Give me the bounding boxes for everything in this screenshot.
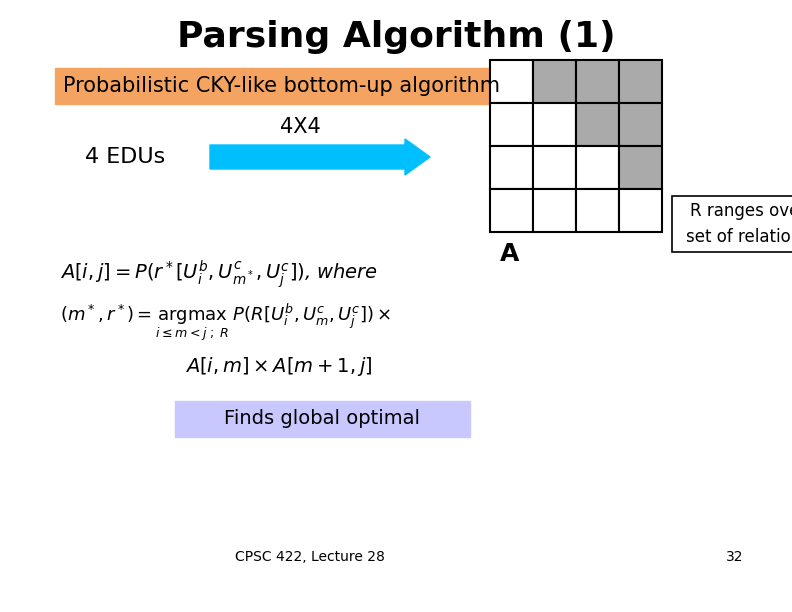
Text: 32: 32 [726, 550, 744, 564]
Bar [533, 189, 576, 232]
FancyArrow shape [210, 139, 430, 175]
Bar [490, 146, 533, 189]
Bar [672, 196, 792, 252]
Text: Parsing Algorithm (1): Parsing Algorithm (1) [177, 20, 615, 54]
Text: $A[i,j] = P(r^*[U_i^b, U_{m^*}^c, U_j^c])$, where: $A[i,j] = P(r^*[U_i^b, U_{m^*}^c, U_j^c]… [60, 258, 378, 290]
Text: $(m^*, r^*) = \underset{i \leq m < j\;;\;R}{\mathrm{argmax}}\; P(R[U_i^b, U_m^c,: $(m^*, r^*) = \underset{i \leq m < j\;;\… [60, 301, 391, 343]
Bar [619, 60, 662, 103]
Text: Finds global optimal: Finds global optimal [224, 409, 421, 428]
Bar [619, 189, 662, 232]
Bar [490, 103, 533, 146]
Bar [619, 146, 662, 189]
Bar [55, 68, 555, 104]
Bar [533, 103, 576, 146]
Text: 4X4: 4X4 [280, 117, 321, 137]
Bar [490, 60, 533, 103]
Bar [576, 146, 619, 189]
Text: A: A [501, 242, 520, 266]
Text: Probabilistic CKY-like bottom-up algorithm: Probabilistic CKY-like bottom-up algorit… [63, 76, 500, 96]
Bar [533, 60, 576, 103]
Bar [490, 189, 533, 232]
Bar [576, 60, 619, 103]
Bar [175, 401, 470, 437]
Text: CPSC 422, Lecture 28: CPSC 422, Lecture 28 [235, 550, 385, 564]
Text: 4 EDUs: 4 EDUs [85, 147, 166, 167]
Bar [619, 103, 662, 146]
Bar [533, 146, 576, 189]
Text: R ranges over
set of relations: R ranges over set of relations [686, 203, 792, 245]
Bar [576, 189, 619, 232]
Text: $A[i,m] \times A[m+1,j]$: $A[i,m] \times A[m+1,j]$ [185, 356, 372, 378]
Bar [576, 103, 619, 146]
